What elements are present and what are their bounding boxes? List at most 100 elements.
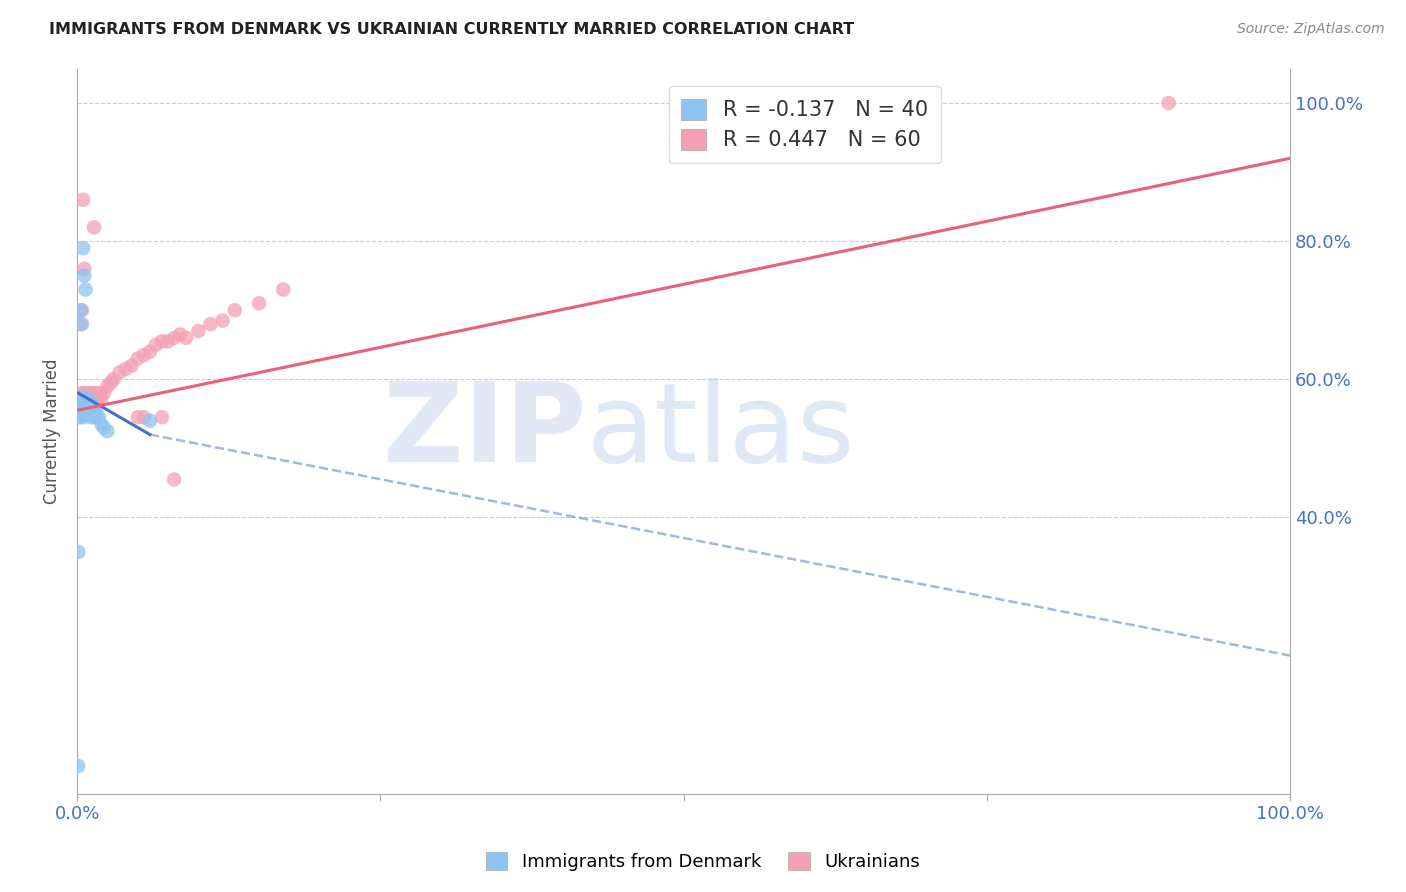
Point [77, 403, 100, 417]
Point [187, 324, 209, 338]
Point [75, 403, 97, 417]
Point [72, 193, 94, 207]
Point [84, 392, 107, 407]
Point [70, 317, 93, 331]
Point [211, 313, 233, 327]
Point [93, 386, 115, 401]
Point [69, 303, 91, 318]
Point [127, 351, 149, 366]
Point [224, 303, 246, 318]
Point [67, 545, 90, 559]
Point [139, 344, 162, 359]
Point [73, 407, 96, 421]
Point [90, 392, 112, 407]
Point [103, 372, 125, 386]
Point [271, 283, 294, 297]
Point [79, 390, 101, 404]
Text: IMMIGRANTS FROM DENMARK VS UKRAINIAN CURRENTLY MARRIED CORRELATION CHART: IMMIGRANTS FROM DENMARK VS UKRAINIAN CUR… [49, 22, 855, 37]
Point [132, 348, 155, 362]
Point [93, 420, 115, 434]
Point [87, 410, 110, 425]
Point [72, 392, 94, 407]
Point [80, 410, 103, 425]
Text: atlas: atlas [586, 377, 855, 484]
Legend: Immigrants from Denmark, Ukrainians: Immigrants from Denmark, Ukrainians [478, 845, 928, 879]
Point [200, 317, 222, 331]
Point [174, 331, 197, 345]
Point [163, 331, 186, 345]
Point [72, 241, 94, 255]
Point [83, 220, 105, 235]
Point [86, 407, 108, 421]
Point [100, 376, 122, 390]
Point [70, 403, 93, 417]
Point [70, 303, 93, 318]
Point [89, 386, 111, 401]
Point [77, 392, 100, 407]
Point [77, 396, 100, 410]
Point [75, 390, 97, 404]
Point [86, 386, 108, 401]
Point [139, 414, 162, 428]
Y-axis label: Currently Married: Currently Married [44, 359, 60, 504]
Point [169, 327, 191, 342]
Point [76, 392, 98, 407]
Text: Source: ZipAtlas.com: Source: ZipAtlas.com [1237, 22, 1385, 37]
Point [145, 338, 167, 352]
Point [70, 386, 93, 401]
Point [72, 390, 94, 404]
Point [69, 407, 91, 421]
Point [75, 403, 97, 417]
Point [76, 392, 98, 407]
Point [79, 386, 101, 401]
Point [82, 400, 104, 414]
Point [86, 392, 108, 407]
Point [69, 317, 91, 331]
Point [72, 400, 94, 414]
Point [69, 400, 91, 414]
Point [67, 403, 90, 417]
Point [73, 268, 96, 283]
Point [80, 403, 103, 417]
Point [87, 390, 110, 404]
Point [114, 362, 136, 376]
Point [72, 396, 94, 410]
Point [121, 359, 143, 373]
Point [84, 410, 107, 425]
Point [73, 261, 96, 276]
Point [79, 392, 101, 407]
Point [69, 390, 91, 404]
Point [67, 759, 90, 773]
Point [80, 396, 103, 410]
Point [70, 392, 93, 407]
Point [77, 400, 100, 414]
Point [90, 417, 112, 432]
Point [76, 396, 98, 410]
Point [77, 386, 100, 401]
Point [132, 410, 155, 425]
Point [69, 400, 91, 414]
Point [69, 396, 91, 410]
Point [83, 403, 105, 417]
Point [163, 472, 186, 486]
Point [96, 424, 118, 438]
Point [75, 400, 97, 414]
Point [77, 400, 100, 414]
Point [247, 296, 270, 310]
Point [73, 400, 96, 414]
Point [127, 410, 149, 425]
Point [79, 403, 101, 417]
Point [82, 390, 104, 404]
Legend: R = -0.137   N = 40, R = 0.447   N = 60: R = -0.137 N = 40, R = 0.447 N = 60 [669, 87, 941, 163]
Point [157, 334, 180, 349]
Point [73, 396, 96, 410]
Point [80, 392, 103, 407]
Point [150, 334, 173, 349]
Point [1157, 96, 1180, 111]
Text: ZIP: ZIP [384, 377, 586, 484]
Point [77, 390, 100, 404]
Point [150, 410, 173, 425]
Point [72, 410, 94, 425]
Point [77, 407, 100, 421]
Point [73, 386, 96, 401]
